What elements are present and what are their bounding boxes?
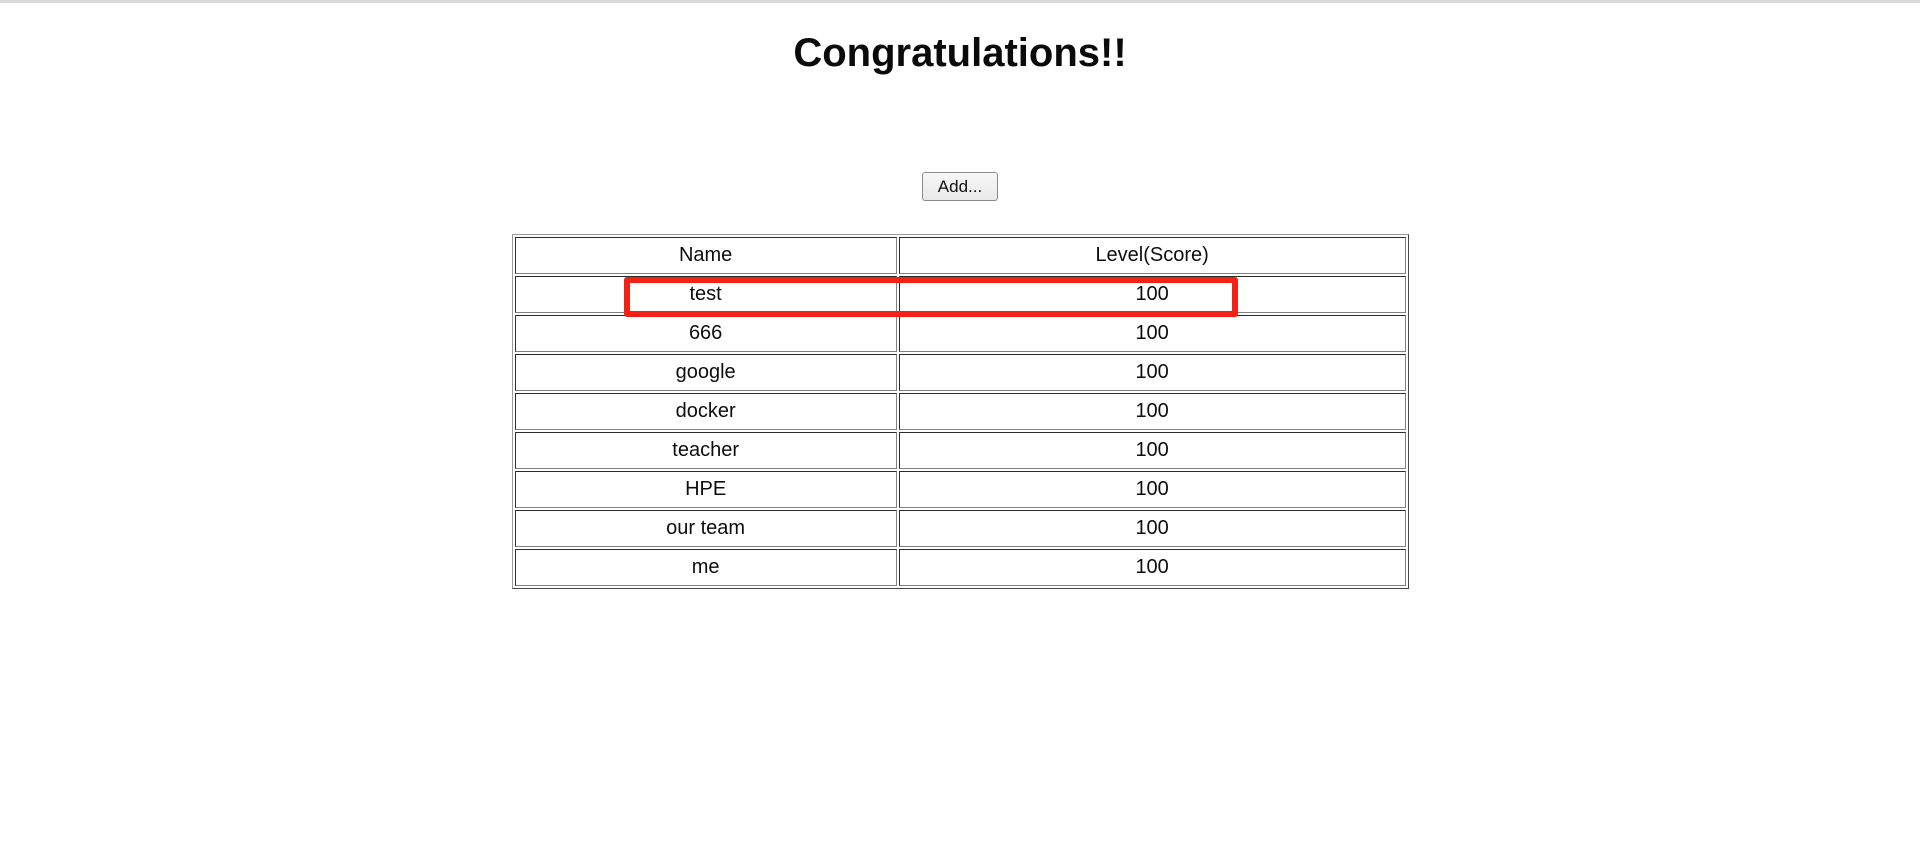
name-cell: our team [514,510,897,547]
column-header-name: Name [514,237,897,274]
page-title: Congratulations!! [793,31,1127,75]
score-cell: 100 [898,393,1406,430]
button-row: Add... [0,172,1920,201]
table-row: HPE 100 [514,471,1406,508]
table-row: our team 100 [514,510,1406,547]
name-cell: 666 [514,315,897,352]
score-cell: 100 [898,276,1406,313]
score-cell: 100 [898,471,1406,508]
name-cell: docker [514,393,897,430]
browser-edge-strip [0,0,1920,3]
table-row: test 100 [514,276,1406,313]
table-row: 666 100 [514,315,1406,352]
table-row: google 100 [514,354,1406,391]
score-cell: 100 [898,315,1406,352]
table-row: me 100 [514,549,1406,586]
score-cell: 100 [898,432,1406,469]
column-header-level: Level(Score) [898,237,1406,274]
score-cell: 100 [898,549,1406,586]
score-cell: 100 [898,510,1406,547]
name-cell: test [514,276,897,313]
table-row: teacher 100 [514,432,1406,469]
score-table: Name Level(Score) test 100 666 100 googl… [511,234,1409,589]
name-cell: google [514,354,897,391]
name-cell: me [514,549,897,586]
name-cell: teacher [514,432,897,469]
add-button[interactable]: Add... [921,172,999,201]
header-row: Name Level(Score) [514,237,1406,274]
table-row: docker 100 [514,393,1406,430]
score-table-body: Name Level(Score) test 100 666 100 googl… [514,237,1406,586]
name-cell: HPE [514,471,897,508]
score-cell: 100 [898,354,1406,391]
